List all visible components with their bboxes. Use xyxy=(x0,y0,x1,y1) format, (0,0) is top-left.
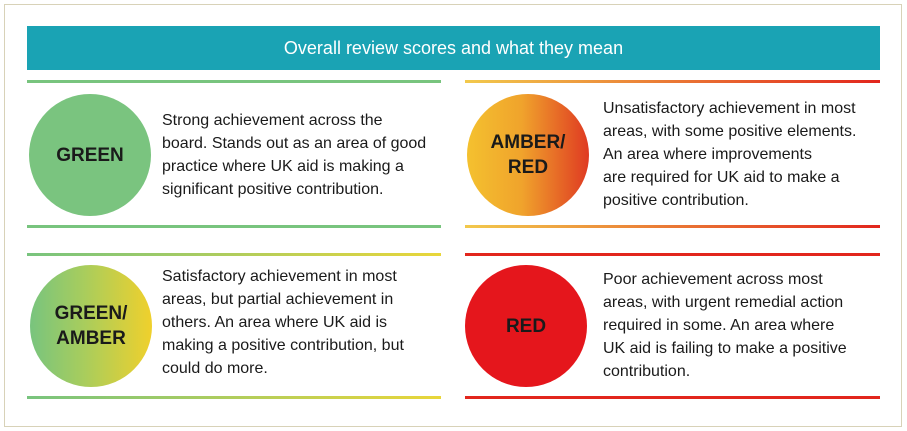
green-score-circle: GREEN xyxy=(29,94,151,216)
green-amber-score-circle: GREEN/ AMBER xyxy=(30,265,152,387)
table-title: Overall review scores and what they mean xyxy=(283,37,624,58)
divider-red-bottom xyxy=(465,396,880,399)
red-score-circle: RED xyxy=(465,265,587,387)
amber-red-score-label: AMBER/ RED xyxy=(490,132,566,178)
green-score-label: GREEN xyxy=(56,144,124,166)
red-score-label: RED xyxy=(505,315,547,337)
divider-green-amber-bottom xyxy=(27,396,441,399)
divider-green-top xyxy=(27,80,441,83)
amber-red-score-description: Unsatisfactory achievement in most areas… xyxy=(603,100,857,209)
divider-red-top xyxy=(465,253,880,256)
figure-frame xyxy=(4,4,902,427)
amber-red-score-circle: AMBER/ RED xyxy=(467,94,589,216)
table-header: Overall review scores and what they mean xyxy=(27,26,880,70)
green-score-description: Strong achievement across the board. Sta… xyxy=(162,112,427,198)
green-amber-score-description: Satisfactory achievement in most areas, … xyxy=(162,268,404,377)
red-score-description: Poor achievement across most areas, with… xyxy=(603,271,847,380)
divider-amber-red-bottom xyxy=(465,225,880,228)
divider-green-bottom xyxy=(27,225,441,228)
divider-amber-red-top xyxy=(465,80,880,83)
divider-green-amber-top xyxy=(27,253,441,256)
green-amber-score-label: GREEN/ AMBER xyxy=(54,303,128,349)
